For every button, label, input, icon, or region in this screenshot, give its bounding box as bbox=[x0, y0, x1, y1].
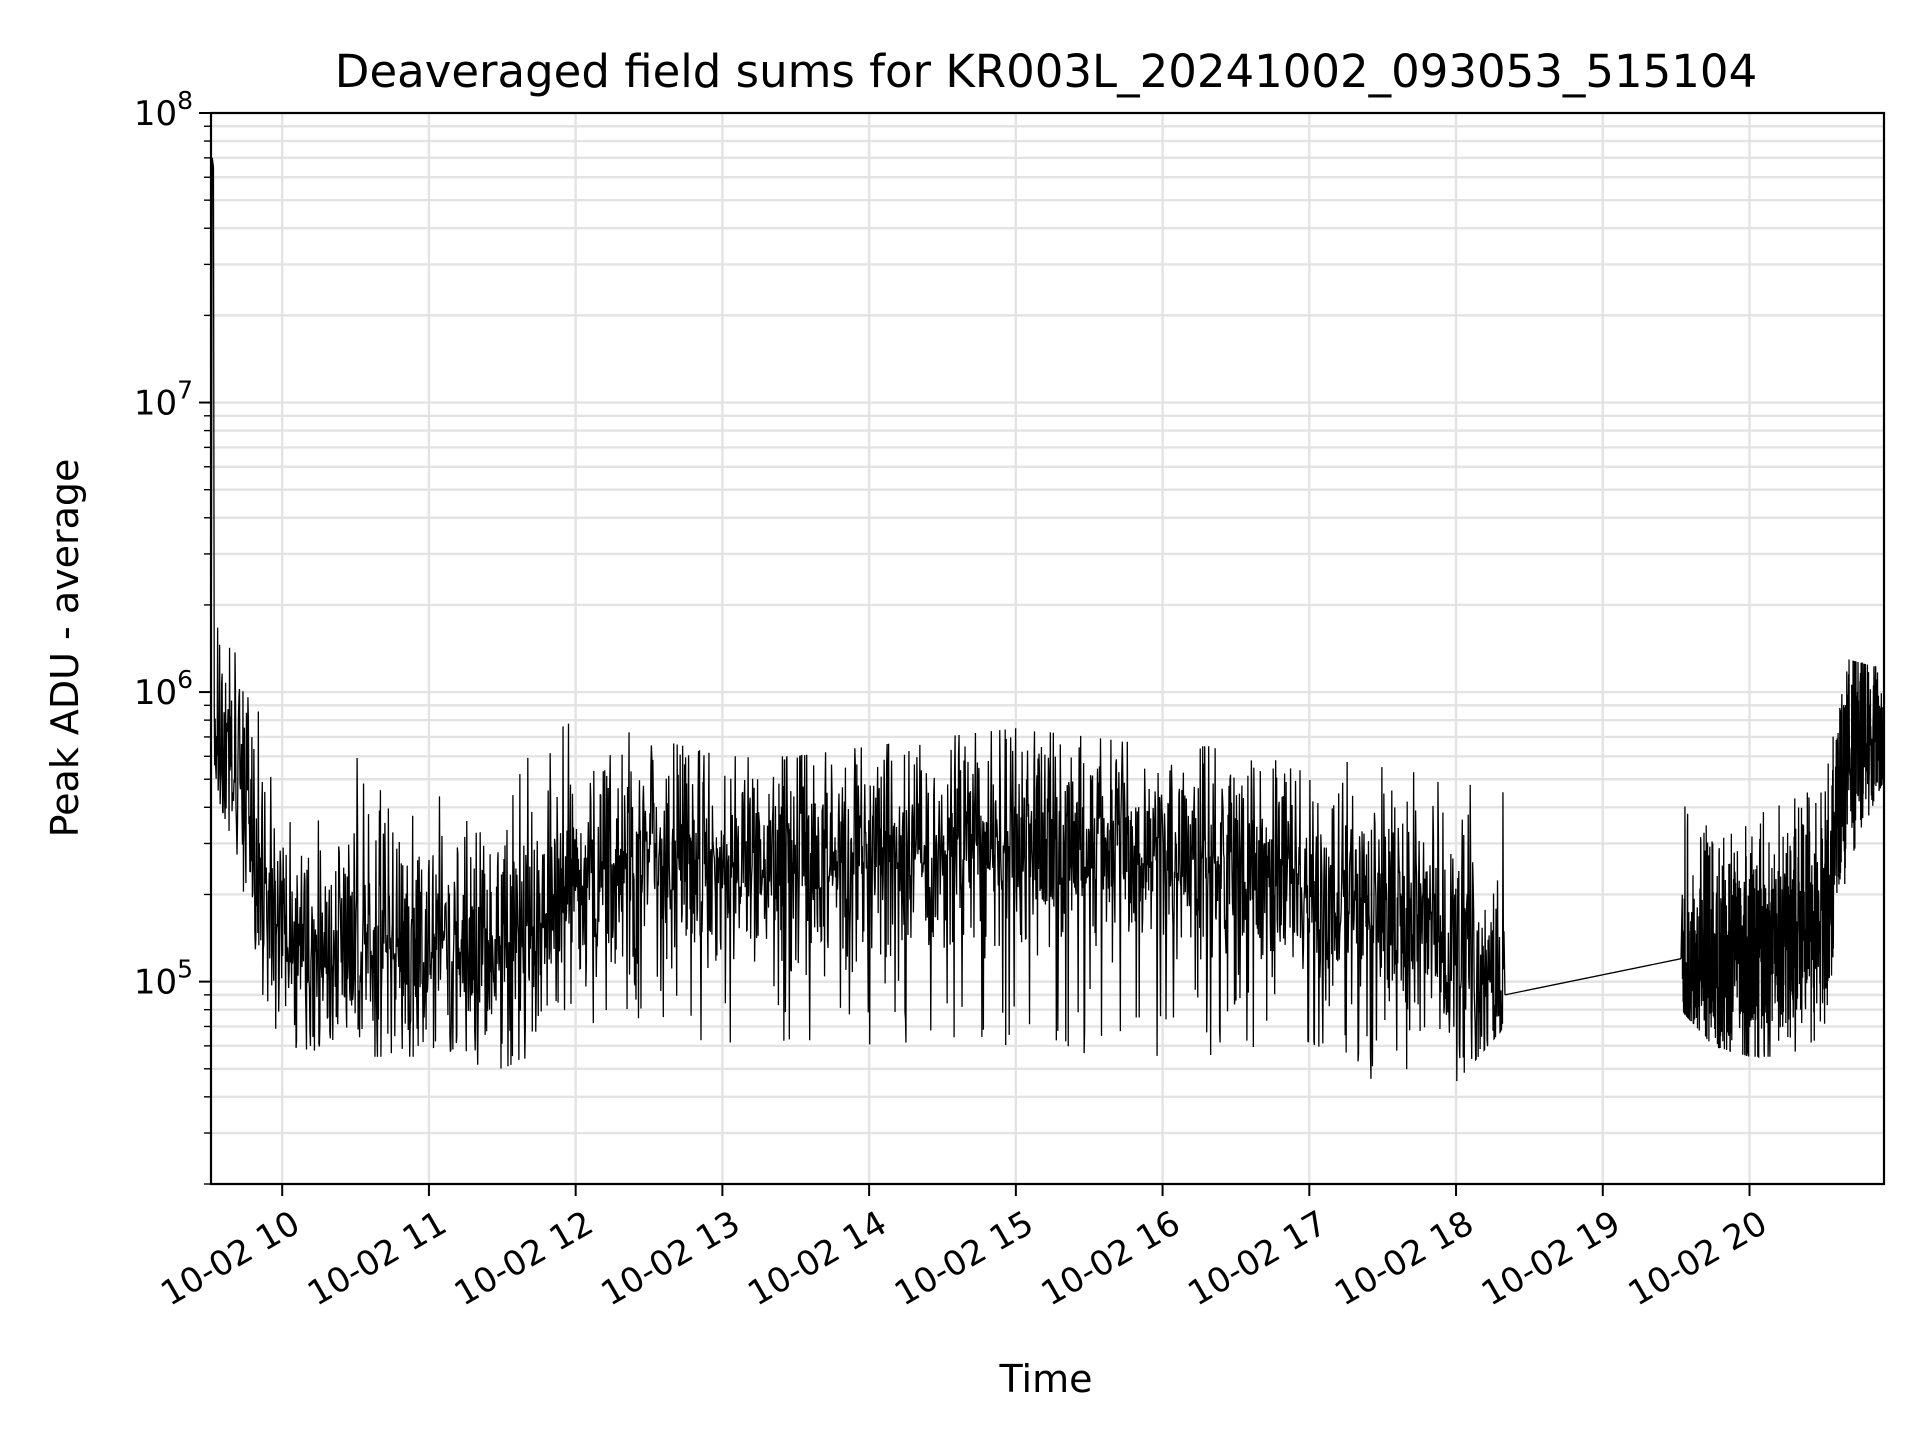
y-tick-base: 10 bbox=[134, 94, 177, 134]
y-tick-label: 106 bbox=[134, 665, 193, 713]
y-tick-label: 108 bbox=[134, 86, 193, 134]
y-tick-base: 10 bbox=[134, 673, 177, 713]
series-line-segment-2 bbox=[1680, 659, 1885, 1059]
y-tick-base: 10 bbox=[134, 384, 177, 424]
y-tick-exponent: 5 bbox=[177, 955, 193, 984]
y-tick-exponent: 6 bbox=[177, 665, 193, 694]
y-tick-label: 107 bbox=[134, 376, 193, 424]
y-tick-label: 105 bbox=[134, 955, 193, 1003]
series-line-segment-1 bbox=[210, 157, 1506, 1082]
y-tick-base: 10 bbox=[134, 963, 177, 1003]
series-line-group bbox=[210, 157, 1885, 1082]
x-axis-label: Time bbox=[999, 1357, 1093, 1401]
y-tick-exponent: 8 bbox=[177, 86, 193, 115]
gap-connector-line bbox=[1504, 958, 1682, 996]
chart-title: Deaveraged field sums for KR003L_2024100… bbox=[335, 45, 1757, 98]
plot-frame bbox=[209, 111, 1886, 1186]
y-axis-label: Peak ADU - average bbox=[43, 459, 87, 838]
y-tick-exponent: 7 bbox=[177, 376, 193, 405]
